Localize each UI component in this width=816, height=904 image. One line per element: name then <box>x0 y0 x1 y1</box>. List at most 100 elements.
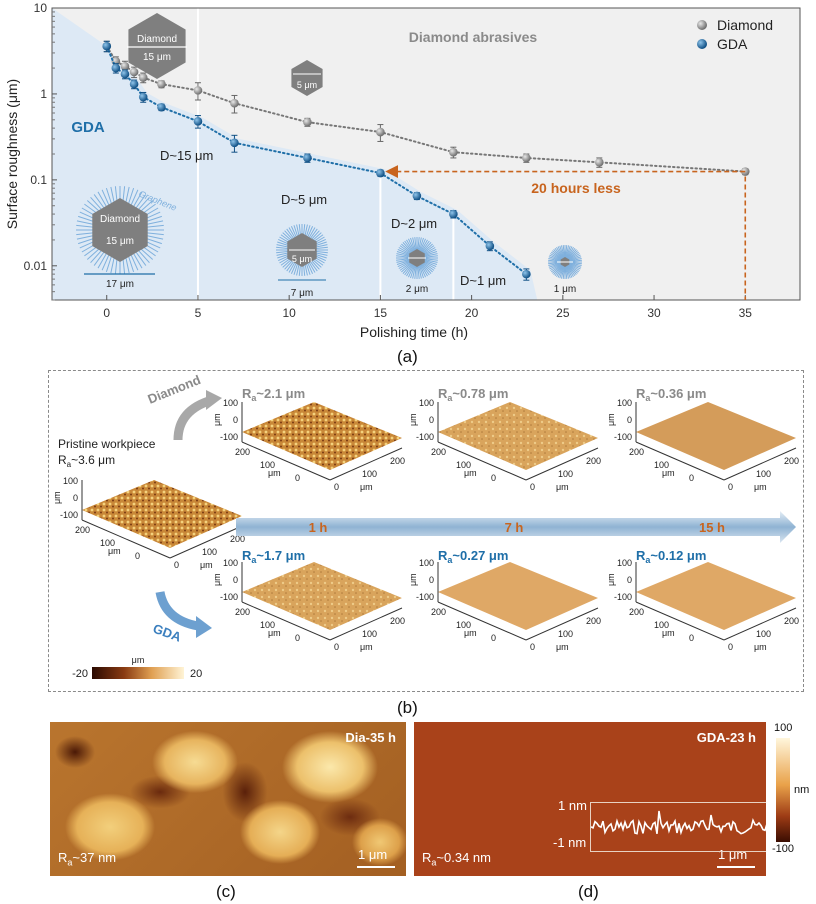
map-d-scale-label: 1 μm <box>718 847 748 862</box>
graphene-fiber <box>76 224 94 228</box>
graphene-fiber <box>424 258 438 261</box>
graphene-fiber <box>565 245 571 259</box>
z-tick-label: 100 <box>419 558 434 568</box>
ra-sub: a <box>251 393 257 403</box>
x-unit: μm <box>662 628 675 638</box>
size-label-d1: D~1 μm <box>460 273 506 288</box>
x-tick-label: 0 <box>103 306 110 320</box>
z-tick-label: 100 <box>617 558 632 568</box>
marker <box>230 98 239 108</box>
y-tick-label: 1 <box>40 87 47 101</box>
graphene-fiber <box>549 254 562 261</box>
graphene-fiber <box>307 262 314 274</box>
graphene-fiber <box>93 194 105 209</box>
z-tick-label: -100 <box>416 592 434 602</box>
marker <box>157 79 166 89</box>
graphene-fiber <box>396 255 410 258</box>
x-tick-label: 100 <box>260 460 275 470</box>
graphene-fiber <box>130 189 139 206</box>
graphene-fiber <box>408 264 415 278</box>
graphene-fiber <box>293 263 299 275</box>
graphene-fiber <box>556 247 564 259</box>
x-unit: μm <box>662 468 675 478</box>
graphene-fiber <box>422 245 435 254</box>
graphene-fiber <box>565 266 570 279</box>
graphene-fiber <box>424 251 438 257</box>
graphene-fiber <box>315 241 327 247</box>
ra-letter: R <box>438 548 448 563</box>
graphene-fiber <box>316 246 328 249</box>
marker <box>120 61 130 71</box>
ra-sub: a <box>447 393 453 403</box>
surface <box>242 562 402 630</box>
diamond-hexagon <box>128 13 186 79</box>
graphene-fiber <box>406 239 414 252</box>
legend-label-gda: GDA <box>717 36 748 52</box>
y-tick-label: 100 <box>558 469 573 479</box>
graphene-fiber <box>414 265 417 279</box>
z-unit: μm <box>212 573 222 586</box>
particle-label: 15 μm <box>106 236 134 247</box>
graphene-fiber <box>398 261 411 269</box>
marker <box>120 69 130 79</box>
graphene-fiber <box>419 264 426 278</box>
z-tick-label: 100 <box>617 398 632 408</box>
graphene-fiber <box>568 254 581 261</box>
map-c-scale-bar <box>357 866 395 868</box>
particle-diamond-5: 5 μm <box>291 60 323 96</box>
graphene-fiber <box>567 264 577 275</box>
graphene-fiber <box>90 196 103 211</box>
ra-diamond-2: Ra~0.36 μm <box>636 386 706 403</box>
afm-map-gda: GDA-23 h Ra~0.34 nm 1 μm 1 nm -1 nm <box>414 722 766 876</box>
x-axis <box>241 601 331 641</box>
graphene-fiber <box>556 265 564 277</box>
z-tick-label: 100 <box>223 558 238 568</box>
graphene-fiber <box>550 263 562 271</box>
graphene-fiber <box>101 189 110 206</box>
marker <box>303 153 312 163</box>
graphene-fiber <box>566 246 573 259</box>
graphene-fiber <box>312 232 322 241</box>
x-tick-label: 200 <box>629 447 644 457</box>
graphene-fiber <box>280 258 291 266</box>
z-tick-label: 0 <box>429 575 434 585</box>
point-diamond-11 <box>522 153 531 163</box>
y-unit: μm <box>200 560 213 570</box>
graphene-fiber <box>566 265 573 278</box>
graphene-fiber <box>552 250 563 260</box>
graphene-fiber <box>562 245 566 258</box>
graphene-fiber <box>569 261 582 265</box>
y-axis <box>169 525 243 559</box>
graphene-fiber <box>280 234 291 242</box>
graphene-fiber <box>422 262 433 273</box>
map-c-scale-label: 1 μm <box>358 847 388 862</box>
graphene-fiber <box>397 260 411 267</box>
x-axis-label: Polishing time (h) <box>360 324 468 340</box>
graphene-fiber <box>399 245 412 254</box>
graphene-fiber <box>567 247 576 259</box>
graphene-fiber <box>145 237 163 245</box>
graphene-fiber <box>408 238 415 252</box>
marker <box>522 269 531 279</box>
surface-gda-1: 100 0 -100 μm 200 100 0 0 100 200 μm μm <box>408 558 601 652</box>
map-c-tag: Dia-35 h <box>345 730 396 745</box>
time-label-1: 7 h <box>505 520 524 535</box>
x-tick-label: 200 <box>431 607 446 617</box>
graphene-fiber <box>562 266 566 279</box>
ra-letter: R <box>438 386 448 401</box>
caption-a: (a) <box>397 347 418 366</box>
marker <box>449 209 458 219</box>
graphene-fiber <box>276 244 288 248</box>
graphene-fiber <box>105 187 113 205</box>
ra-sub: a <box>645 393 651 403</box>
x-tick-label: 200 <box>75 525 90 535</box>
y-tick-label: 0 <box>530 482 535 492</box>
gda-region <box>52 8 538 300</box>
profile-bottom-label: -1 nm <box>553 835 587 850</box>
y-axis <box>723 447 797 481</box>
graphene-fiber <box>559 245 565 259</box>
graphene-fiber <box>569 257 582 262</box>
size-label-d15: D~15 μm <box>160 148 213 163</box>
graphene-fiber <box>284 260 293 270</box>
graphene-fiber <box>548 256 562 262</box>
